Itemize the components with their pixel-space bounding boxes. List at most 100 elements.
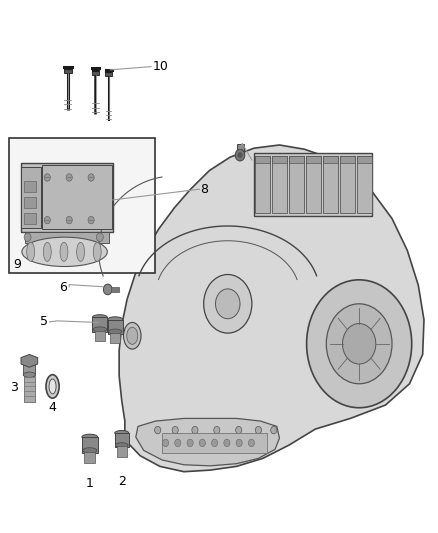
Bar xyxy=(357,156,372,163)
Bar xyxy=(323,156,338,213)
Circle shape xyxy=(236,426,242,434)
Bar xyxy=(255,156,271,163)
Bar xyxy=(357,156,372,213)
Circle shape xyxy=(236,439,242,447)
Polygon shape xyxy=(119,145,424,472)
Circle shape xyxy=(172,426,178,434)
Circle shape xyxy=(238,152,242,158)
Ellipse shape xyxy=(23,372,35,377)
Bar xyxy=(25,232,109,243)
Bar xyxy=(340,156,355,213)
Text: 9: 9 xyxy=(13,258,21,271)
Circle shape xyxy=(155,426,161,434)
Ellipse shape xyxy=(77,243,85,261)
Ellipse shape xyxy=(60,243,68,261)
Text: 5: 5 xyxy=(40,316,48,328)
Ellipse shape xyxy=(27,243,35,261)
Circle shape xyxy=(255,426,261,434)
Ellipse shape xyxy=(108,317,123,322)
Text: 3: 3 xyxy=(10,381,18,394)
Ellipse shape xyxy=(93,327,106,332)
Ellipse shape xyxy=(22,237,107,266)
Bar xyxy=(64,67,72,73)
Bar xyxy=(162,433,267,453)
Circle shape xyxy=(224,439,230,447)
Circle shape xyxy=(66,174,72,181)
Ellipse shape xyxy=(115,431,129,435)
Bar xyxy=(82,437,98,453)
Text: 6: 6 xyxy=(59,281,67,294)
Bar xyxy=(272,156,287,213)
Bar xyxy=(9,138,155,273)
Circle shape xyxy=(212,439,218,447)
Text: 1: 1 xyxy=(86,477,94,490)
Ellipse shape xyxy=(127,327,138,344)
Ellipse shape xyxy=(116,443,128,447)
Circle shape xyxy=(162,439,169,447)
Ellipse shape xyxy=(46,375,59,398)
Bar xyxy=(42,165,112,229)
Ellipse shape xyxy=(43,243,51,261)
Circle shape xyxy=(307,280,412,408)
Bar xyxy=(24,181,36,192)
Circle shape xyxy=(66,216,72,224)
Bar xyxy=(24,376,35,402)
Bar xyxy=(255,156,271,213)
Bar xyxy=(289,156,304,163)
Circle shape xyxy=(175,439,181,447)
Bar xyxy=(237,144,244,154)
Bar xyxy=(272,156,287,163)
Bar xyxy=(92,68,99,75)
Bar xyxy=(84,452,95,463)
Bar xyxy=(108,319,123,334)
Bar xyxy=(306,156,321,163)
Bar xyxy=(95,331,105,341)
Bar xyxy=(117,447,127,457)
Circle shape xyxy=(214,426,220,434)
Circle shape xyxy=(204,274,252,333)
Bar xyxy=(21,167,41,228)
Circle shape xyxy=(192,426,198,434)
Ellipse shape xyxy=(93,243,101,261)
Bar xyxy=(254,153,372,216)
Text: 7: 7 xyxy=(253,154,261,166)
Bar xyxy=(306,156,321,213)
Ellipse shape xyxy=(82,434,98,440)
Bar xyxy=(105,70,112,76)
Bar xyxy=(115,433,129,448)
Circle shape xyxy=(199,439,205,447)
Bar xyxy=(24,213,36,224)
Bar xyxy=(23,361,35,375)
Bar xyxy=(110,333,120,343)
Polygon shape xyxy=(136,418,279,466)
Ellipse shape xyxy=(109,329,122,334)
Bar xyxy=(289,156,304,213)
Bar xyxy=(92,317,107,332)
Circle shape xyxy=(96,233,103,241)
Text: 4: 4 xyxy=(49,401,57,414)
Bar xyxy=(24,197,36,208)
Circle shape xyxy=(44,174,50,181)
Circle shape xyxy=(88,216,94,224)
Circle shape xyxy=(271,426,277,434)
Ellipse shape xyxy=(92,314,107,320)
Ellipse shape xyxy=(49,379,56,394)
Text: 8: 8 xyxy=(201,183,208,196)
Text: 2: 2 xyxy=(118,475,126,488)
Circle shape xyxy=(88,174,94,181)
Bar xyxy=(111,287,119,292)
Circle shape xyxy=(215,289,240,319)
Ellipse shape xyxy=(83,448,97,453)
Ellipse shape xyxy=(124,322,141,349)
Bar xyxy=(340,156,355,163)
Circle shape xyxy=(24,233,31,241)
Circle shape xyxy=(103,284,112,295)
Polygon shape xyxy=(21,354,38,367)
Text: 10: 10 xyxy=(152,60,168,73)
Circle shape xyxy=(326,304,392,384)
Circle shape xyxy=(187,439,193,447)
Bar xyxy=(21,163,113,232)
Bar xyxy=(323,156,338,163)
Circle shape xyxy=(235,149,245,161)
Circle shape xyxy=(44,216,50,224)
